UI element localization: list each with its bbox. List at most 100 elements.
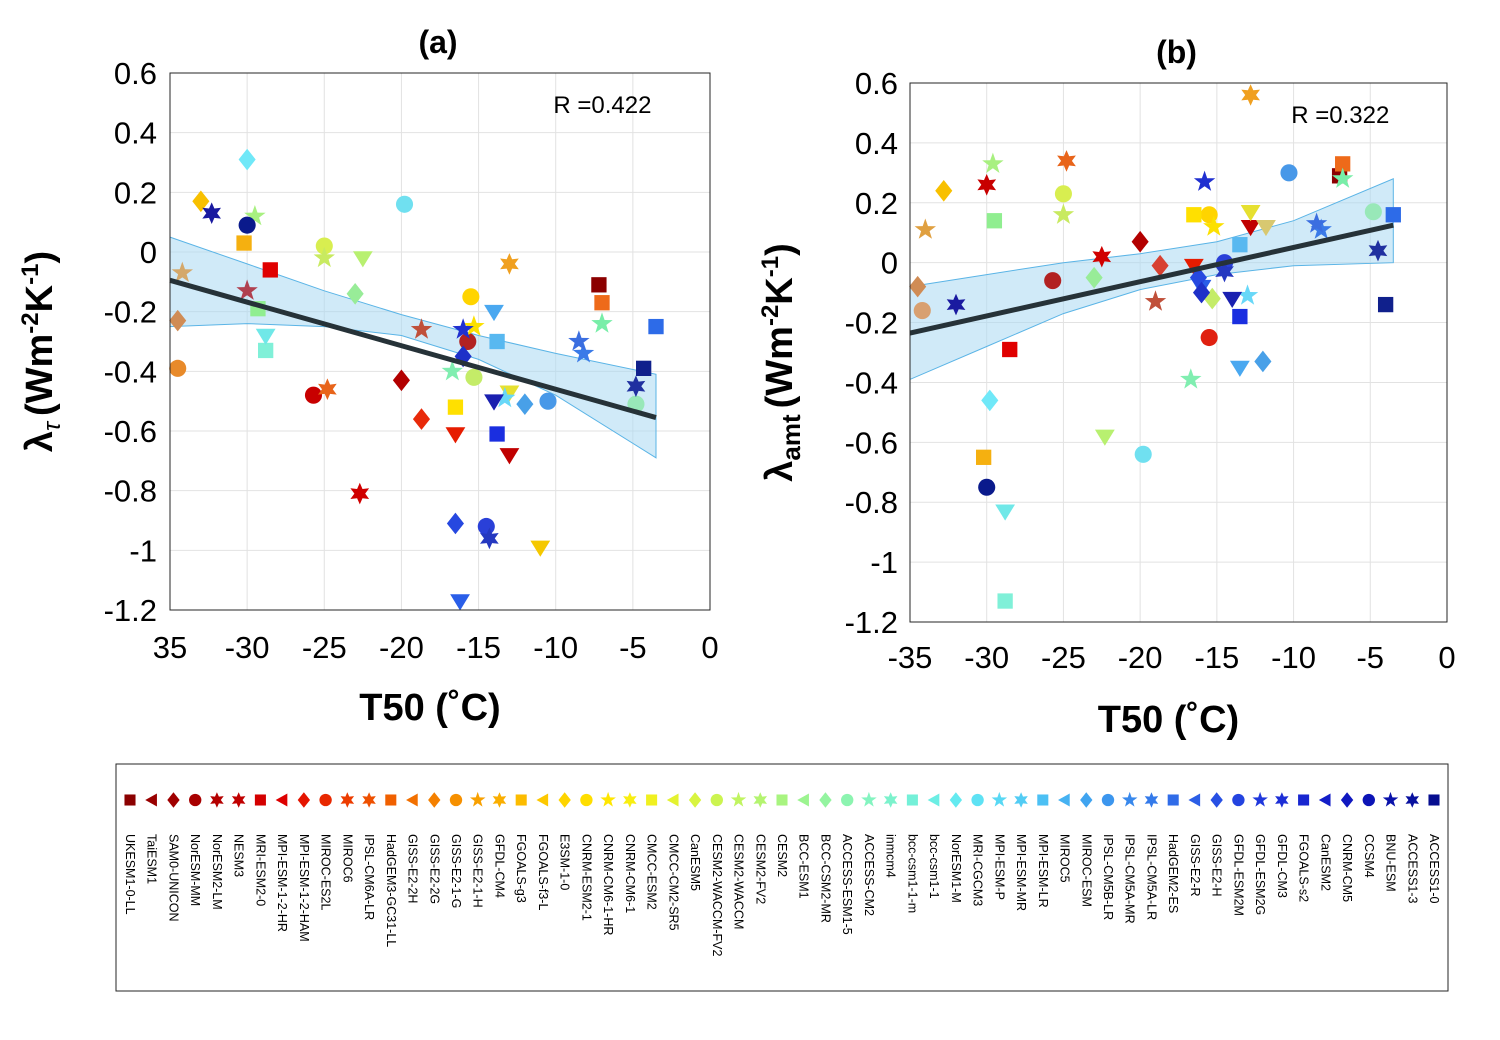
legend-label-7: MPI-ESM-1-2-HR: [275, 834, 289, 932]
legend-label-1: TaiESM1: [145, 834, 159, 884]
legend-label-42: MPI-ESM-LR: [1036, 834, 1050, 908]
data-point-a-47: [446, 512, 464, 535]
y-tick-label-a-9: -1.2: [104, 593, 157, 628]
data-point-b-37: [1134, 445, 1152, 463]
legend-marker-30: [776, 794, 788, 806]
legend-label-52: GFDL-ESM2G: [1253, 834, 1267, 915]
data-point-b-13: [909, 275, 927, 298]
legend-marker-26: [688, 792, 702, 808]
legend-marker-55: [1318, 793, 1331, 807]
data-point-b-5: [1092, 245, 1112, 268]
legend-label-15: GISS-E2-1-G: [449, 834, 463, 908]
legend-label-40: MPI-ESM-P: [992, 834, 1006, 900]
data-point-b-42: [1280, 164, 1298, 182]
x-axis-label-b: T50 (˚C): [1098, 699, 1239, 741]
data-point-a-52: [489, 426, 505, 442]
y-tick-label-a-3: 0: [140, 235, 157, 270]
y-axis-label-sub-b: amt: [776, 414, 806, 461]
legend-label-13: GISS-E2-2H: [406, 834, 420, 903]
panel-title-b: (b): [1156, 34, 1197, 70]
y-tick-label-b-8: -1: [870, 545, 898, 580]
data-point-b-55: [946, 293, 966, 316]
legend-label-45: IPSL-CM5B-LR: [1101, 834, 1115, 920]
data-point-b-20: [1203, 215, 1225, 236]
data-point-b-21: [1256, 219, 1276, 237]
legend-label-58: BNU-ESM: [1384, 834, 1398, 892]
data-point-b-52: [1232, 308, 1248, 325]
data-point-b-1: [1044, 272, 1062, 290]
legend-marker-48: [1167, 794, 1179, 806]
data-point-b-28: [982, 152, 1004, 173]
data-point-a-48: [477, 517, 495, 536]
legend-marker-27: [710, 793, 723, 807]
y-tick-label-a-8: -1: [129, 533, 157, 568]
data-point-b-29: [1085, 266, 1103, 289]
data-point-a-32: [591, 312, 613, 333]
legend-label-32: BCC-CSM2-MR: [819, 834, 833, 923]
legend-label-10: MIROC6: [340, 834, 354, 883]
legend-marker-44: [1080, 792, 1093, 808]
data-point-a-5: [499, 448, 520, 465]
legend-label-5: NESM3: [232, 834, 246, 877]
legend-label-24: CMCC-ESM2: [645, 834, 659, 910]
legend-marker-37: [927, 793, 940, 807]
legend-label-37: bcc-csm1-1: [927, 834, 941, 899]
legend-label-4: NorESM2-LM: [210, 834, 224, 910]
legend-marker-50: [1210, 792, 1223, 808]
data-point-a-34: [258, 342, 274, 359]
panel-title-a: (a): [418, 24, 457, 60]
legend-marker-45: [1101, 793, 1115, 807]
legend-marker-32: [819, 792, 832, 808]
legend-label-54: FGOALS-s2: [1297, 834, 1311, 902]
legend-marker-25: [666, 793, 679, 807]
legend-label-49: GISS-E2-R: [1188, 834, 1202, 897]
legend-label-50: GISS-E2-H: [1210, 834, 1224, 897]
legend-marker-57: [1362, 793, 1375, 807]
x-tick-label-a-6: -5: [619, 630, 647, 665]
data-point-b-34: [997, 593, 1013, 609]
data-point-a-15: [171, 261, 193, 282]
data-points-a: [169, 148, 664, 611]
data-point-b-25: [1052, 203, 1075, 224]
data-point-a-29: [346, 282, 364, 305]
data-point-b-40: [1229, 360, 1250, 377]
legend-label-59: ACCESS1-3: [1405, 834, 1419, 904]
data-point-a-44: [568, 330, 590, 351]
data-point-a-26: [352, 251, 373, 268]
y-tick-label-b-3: 0: [881, 246, 898, 281]
legend-marker-58: [1382, 791, 1399, 807]
data-points-b: [909, 84, 1401, 609]
legend-label-34: ACCESS-CM2: [862, 834, 876, 916]
y-axis-label-units-b: (Wm: [759, 326, 801, 408]
data-point-b-10: [1144, 290, 1167, 311]
x-tick-label-a-4: -15: [456, 630, 501, 665]
tick-labels-b: -35 -30 -25 -20 -15 -10 -5 0 0.6 0.4 0.2 0 -0.2 -0.4 -…: [845, 66, 1456, 675]
y-axis-label-mid-a: K: [19, 284, 61, 312]
legend-label-53: GFDL-CM3: [1275, 834, 1289, 898]
legend-marker-18: [515, 794, 527, 806]
data-point-a-21: [530, 540, 551, 557]
axes-frame-b: [909, 82, 1448, 623]
data-point-b-36: [981, 389, 999, 412]
data-point-a-37: [395, 195, 414, 213]
data-point-b-16: [1241, 84, 1260, 106]
legend-marker-12: [385, 794, 397, 806]
y-tick-label-b-9: -1.2: [845, 605, 898, 640]
legend-label-6: MRI-ESM2-0: [253, 834, 267, 906]
legend-marker-31: [797, 793, 809, 807]
legend-label-35: inmcm4: [884, 834, 898, 878]
data-point-a-13: [169, 309, 187, 332]
x-tick-label-a-3: -20: [379, 630, 424, 665]
x-tick-label-b-1: -30: [964, 640, 1009, 675]
legend-marker-60: [1428, 794, 1440, 806]
data-point-a-36: [238, 148, 256, 171]
legend-label-33: ACCESS-ESM1-5: [840, 834, 854, 935]
data-point-b-9: [1151, 254, 1169, 277]
legend-label-25: CMCC-CM2-SR5: [666, 834, 680, 931]
legend-marker-22: [600, 791, 616, 807]
legend-label-46: IPSL-CM5A-MR: [1123, 834, 1137, 924]
x-tick-label-b-3: -20: [1118, 640, 1163, 675]
y-axis-label-exp1-a: -2: [17, 312, 44, 333]
legend-marker-6: [254, 794, 266, 806]
